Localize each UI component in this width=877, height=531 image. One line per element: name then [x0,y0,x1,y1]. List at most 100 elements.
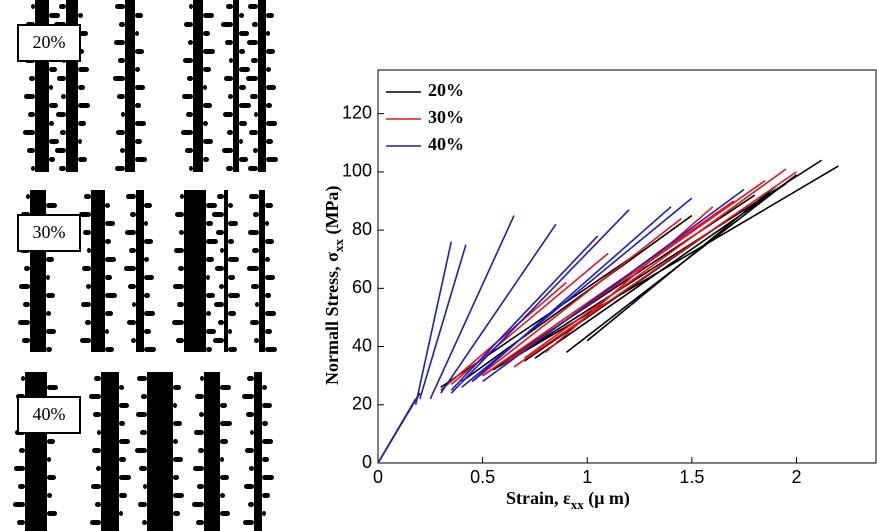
phase-branch [26,194,30,199]
phase-branch [59,166,66,171]
y-label-sub: xx [331,239,346,253]
phase-branch [144,239,153,244]
phase-branch [177,302,184,307]
phase-branch [224,76,233,81]
x-tick-label: 2 [791,467,801,487]
phase-branch [226,4,233,9]
phase-branch [97,430,101,435]
phase-branch [249,466,254,471]
phase-branch [196,520,204,525]
phase-branch [86,284,91,289]
y-label-unit: (MPa) [322,186,343,239]
phase-branch [214,302,224,307]
phase-branch [220,439,228,444]
phase-branch [197,484,204,489]
phase-branch [223,112,233,117]
phase-branch [47,493,52,498]
phase-branch [265,221,269,226]
phase-branch [266,139,273,144]
phase-branch [119,493,127,498]
phase-branch [121,112,125,117]
phase-branch [78,157,87,162]
phase-stripe [204,372,220,531]
series-line [377,188,745,464]
phase-branch [93,412,101,417]
phase-branch [188,40,193,45]
phase-branch [24,266,30,271]
phase-branch [119,403,129,408]
phase-branch [83,230,91,235]
phase-branch [186,112,193,117]
phase-branch [116,130,125,135]
phase-branch [213,338,224,343]
phase-branch [78,67,89,72]
phase-branch [242,394,254,399]
phase-branch [96,466,101,471]
phase-branch [82,266,91,271]
phase-branch [206,347,212,352]
phase-branch [262,493,270,498]
phase-branch [239,85,246,90]
panel-label-box [17,396,81,434]
y-tick-label: 100 [342,161,372,181]
phase-branch [218,320,224,325]
phase-branch [139,466,147,471]
phase-branch [183,58,193,63]
phase-stripe [125,0,135,172]
phase-stripe [91,190,105,352]
phase-branch [141,394,147,399]
phase-branch [49,67,57,72]
phase-branch [228,221,238,226]
phase-branch [203,85,207,90]
phase-branch [244,484,254,489]
phase-branch [136,412,147,417]
y-tick-label: 60 [352,277,372,297]
phase-branch [228,203,233,208]
phase-branch [22,338,30,343]
phase-branch [46,329,56,334]
phase-branch [189,4,193,9]
phase-branch [250,94,258,99]
y-axis-label: Normall Stress, σxx (MPa) [322,186,346,385]
phase-branch [239,31,249,36]
y-tick-label: 120 [342,102,372,122]
phase-branch [31,166,35,171]
phase-branch [18,484,25,489]
phase-branch [193,466,204,471]
phase-branch [228,347,237,352]
phase-branch [251,284,259,289]
phase-branch [220,385,231,390]
phase-branch [105,329,109,334]
phase-branch [239,49,245,54]
phase-branch [176,338,184,343]
phase-branch [253,212,259,217]
x-tick-label: 0.5 [470,467,495,487]
phase-branch [203,139,213,144]
legend-label: 20% [428,80,464,100]
phase-branch [203,67,211,72]
phase-branch [80,338,91,343]
phase-stripe [233,0,239,172]
phase-branch [246,412,254,417]
phase-branch [265,275,275,280]
phase-branch [203,103,212,108]
phase-branch [180,194,184,199]
phase-branch [118,58,125,63]
phase-branch [105,203,110,208]
phase-branch [266,85,276,90]
phase-branch [132,302,136,307]
phase-branch [94,376,101,381]
phase-branch [113,76,125,81]
phase-branch [266,157,278,162]
phase-branch [47,511,57,516]
phase-branch [221,22,233,27]
phase-branch [135,103,141,108]
phase-branch [144,311,155,316]
phase-branch [23,130,35,135]
phase-branch [46,347,52,352]
phase-branch [114,40,125,45]
phase-branch [248,230,259,235]
phase-branch [18,320,30,325]
phase-branch [49,157,55,162]
phase-branch [29,76,35,81]
